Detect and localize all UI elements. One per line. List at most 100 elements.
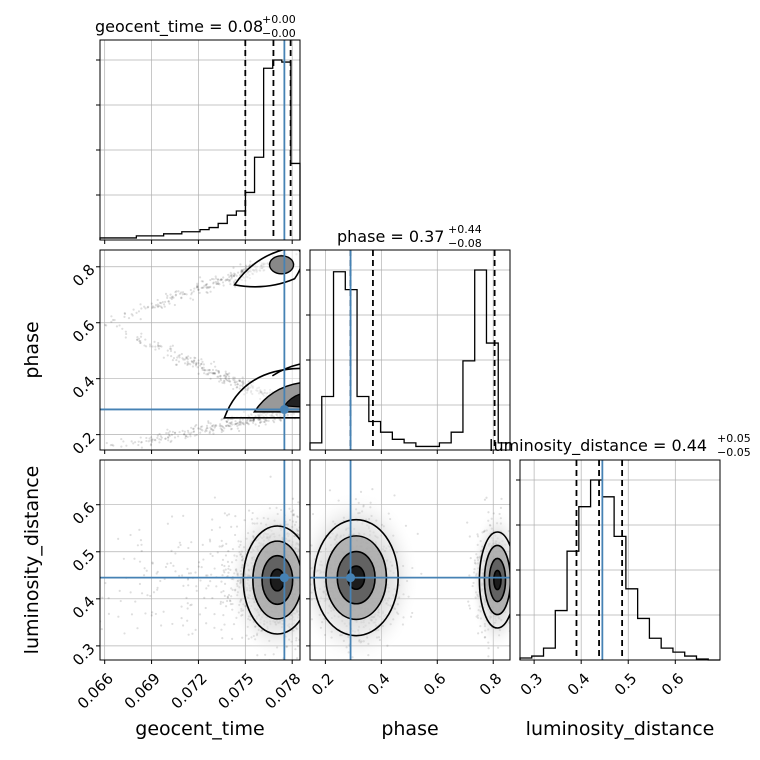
- svg-text:phase = 0.37: phase = 0.37: [337, 227, 444, 246]
- sample-point: [228, 422, 231, 425]
- sample-point: [167, 300, 170, 303]
- sample-point: [138, 528, 141, 531]
- sample-point: [177, 435, 180, 438]
- sample-point: [219, 600, 222, 603]
- sample-point: [147, 305, 150, 308]
- svg-text:−0.00: −0.00: [262, 27, 296, 40]
- sample-point: [149, 444, 153, 447]
- sample-point: [213, 613, 216, 616]
- sample-point: [167, 439, 170, 442]
- sample-point: [209, 290, 212, 293]
- sample-point: [186, 567, 189, 571]
- sample-point: [178, 541, 181, 544]
- sample-point: [214, 280, 217, 284]
- sample-point: [469, 557, 472, 560]
- title-phase: phase = 0.37 +0.44 −0.08: [337, 223, 482, 250]
- sample-point: [230, 273, 233, 276]
- sample-point: [176, 356, 179, 359]
- sample-point: [186, 360, 189, 363]
- sample-point: [240, 268, 243, 272]
- sample-point: [279, 418, 282, 422]
- sample-point: [218, 423, 222, 426]
- sample-point: [205, 424, 209, 427]
- sample-point: [220, 278, 223, 281]
- sample-point: [234, 381, 237, 384]
- sample-point: [181, 429, 184, 432]
- sample-point: [227, 550, 230, 553]
- sample-point: [203, 284, 206, 287]
- sample-point: [227, 379, 230, 382]
- sample-point: [258, 414, 261, 418]
- sample-point: [175, 363, 178, 366]
- sample-point: [236, 271, 240, 274]
- x-tick-label: 0.078: [261, 670, 304, 713]
- sample-point: [199, 425, 203, 428]
- sample-point: [157, 347, 161, 350]
- sample-point: [215, 282, 218, 285]
- sample-point: [171, 344, 174, 347]
- sample-point: [154, 303, 158, 307]
- sample-point: [235, 274, 238, 277]
- sample-point: [238, 387, 241, 390]
- sample-point: [209, 278, 212, 282]
- sample-point: [187, 362, 190, 365]
- sample-point: [200, 362, 203, 366]
- sample-point: [224, 605, 228, 608]
- sample-point: [151, 345, 154, 348]
- sample-point: [144, 307, 147, 310]
- sample-point: [218, 424, 221, 428]
- sample-point: [256, 389, 259, 393]
- sample-point: [192, 430, 195, 433]
- truth-marker: [279, 573, 289, 583]
- sample-point: [161, 665, 163, 667]
- sample-point: [229, 383, 233, 386]
- sample-point: [197, 372, 200, 375]
- sample-point: [224, 378, 227, 381]
- sample-point: [240, 421, 243, 425]
- sample-point: [131, 314, 134, 317]
- sample-point: [166, 562, 169, 565]
- sample-point: [156, 298, 159, 302]
- sample-point: [51, 568, 53, 570]
- sample-point: [257, 392, 261, 395]
- sample-point: [189, 297, 192, 300]
- sample-point: [259, 390, 262, 394]
- sample-point: [171, 295, 174, 298]
- y-tick-label: 0.3: [69, 640, 99, 670]
- sample-point: [216, 375, 219, 378]
- sample-point: [95, 574, 97, 576]
- sample-point: [222, 569, 225, 572]
- x-tick-label: 0.075: [214, 670, 257, 713]
- sample-point: [205, 290, 208, 294]
- sample-point: [194, 356, 197, 360]
- sample-point: [226, 373, 229, 376]
- sample-point: [190, 293, 193, 296]
- sample-point: [216, 278, 219, 281]
- x-tick-label: 0.3: [517, 670, 547, 700]
- sample-point: [193, 359, 196, 362]
- sample-point: [269, 475, 272, 478]
- sample-point: [134, 600, 137, 603]
- sample-point: [151, 438, 154, 442]
- sample-point: [217, 282, 220, 285]
- sample-point: [205, 373, 208, 376]
- sample-point: [256, 414, 259, 417]
- sample-point: [241, 382, 245, 386]
- sample-point: [194, 571, 197, 574]
- sample-point: [235, 525, 239, 528]
- sample-point: [146, 306, 149, 309]
- sample-point: [190, 603, 193, 606]
- sample-point: [272, 419, 275, 422]
- sample-point: [291, 497, 295, 500]
- sample-point: [206, 291, 209, 294]
- sample-point: [197, 288, 200, 291]
- sample-point: [163, 305, 166, 308]
- sample-point: [263, 388, 266, 392]
- sample-point: [275, 413, 278, 416]
- sample-point: [172, 296, 175, 299]
- sample-point: [140, 446, 144, 449]
- sample-point: [160, 302, 163, 305]
- sample-point: [209, 377, 212, 380]
- sample-point: [228, 424, 231, 427]
- sample-point: [468, 604, 471, 607]
